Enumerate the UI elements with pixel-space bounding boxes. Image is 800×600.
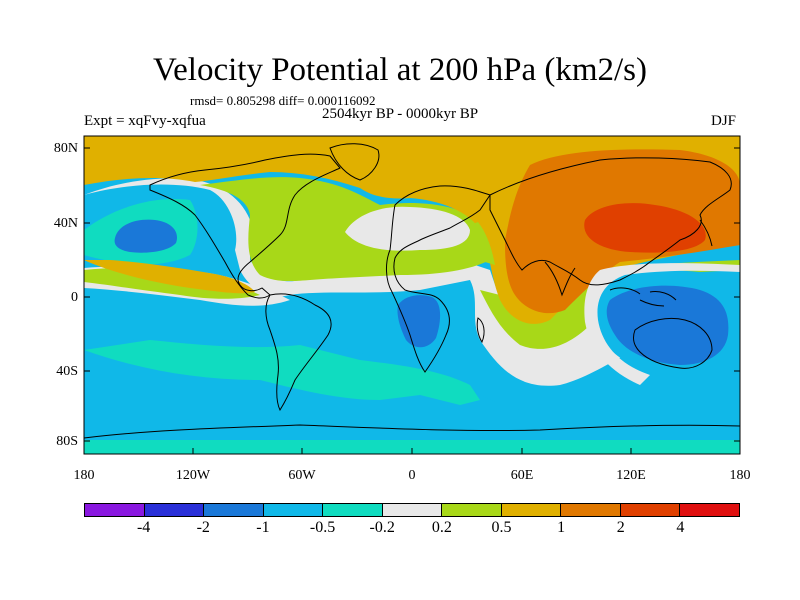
colorbar-label: -2	[196, 519, 210, 536]
coast-japan	[699, 219, 713, 247]
lon-label-60w: 60W	[288, 468, 316, 483]
coast-south-america	[265, 293, 332, 412]
colorbar-label: -0.2	[369, 519, 395, 536]
period-label: 2504kyr BP - 0000kyr BP	[322, 106, 479, 122]
colorbar-label: -1	[256, 519, 270, 536]
lat-label-80s: 80S	[56, 434, 78, 449]
ticks	[83, 147, 741, 454]
stats-line: rmsd= 0.805298 diff= 0.000116092	[190, 93, 376, 108]
colorbar-swatch	[204, 504, 264, 516]
colorbar-swatch	[144, 504, 205, 516]
lat-label-40n: 40N	[53, 216, 78, 231]
lat-label-80n: 80N	[53, 141, 78, 156]
colorbar-swatch	[323, 504, 383, 516]
colorbar-swatch	[561, 504, 621, 516]
field-neutral-mediterranean	[345, 206, 470, 251]
coast-asia	[489, 157, 732, 286]
field-positive-tropical-pacific	[84, 260, 255, 294]
lat-label-40s: 40S	[56, 364, 78, 379]
field-weak-positive-east-africa	[470, 222, 495, 265]
coast-north-america	[149, 153, 341, 299]
field-weak-negative-polar	[84, 440, 740, 454]
colorbar-swatch	[85, 504, 145, 516]
season-label: DJF	[711, 113, 737, 129]
colorbar-swatch	[263, 504, 324, 516]
colorbar-label: 0.2	[431, 519, 452, 536]
colorbar-label: 1	[557, 519, 566, 536]
colorbar-swatch	[382, 504, 443, 516]
field-min-pacific	[114, 219, 178, 253]
colorbar-label: 4	[676, 519, 685, 536]
lon-label-0: 0	[408, 468, 416, 483]
coastlines	[84, 143, 740, 439]
colorbar-swatch	[501, 504, 562, 516]
colorbar-label: 0.5	[491, 519, 512, 536]
field-weak-positive-atlantic	[200, 177, 492, 282]
lat-label-0: 0	[71, 290, 78, 305]
lon-label-180w: 180	[73, 468, 95, 483]
colorbar-swatch	[442, 504, 502, 516]
colorbar	[84, 503, 740, 517]
contour-fill	[84, 136, 740, 454]
field-neutral-ring	[584, 263, 740, 385]
lon-label-180e: 180	[729, 468, 751, 483]
field-weak-negative-south	[84, 340, 480, 405]
field-min-africa	[397, 295, 441, 348]
coast-australia	[632, 317, 713, 369]
colorbar-swatch	[680, 504, 740, 516]
coast-maritime	[609, 287, 677, 307]
plot-title: Velocity Potential at 200 hPa (km2/s)	[152, 52, 648, 88]
lon-label-120e: 120E	[616, 468, 646, 483]
colorbar-swatch	[620, 504, 681, 516]
lon-label-60e: 60E	[510, 468, 534, 483]
colorbar-label: 2	[616, 519, 625, 536]
field-min-australia-core	[606, 285, 729, 365]
lon-label-120w: 120W	[175, 468, 211, 483]
coast-india	[544, 261, 576, 297]
colorbar-label: -0.5	[309, 519, 336, 536]
coast-antarctica	[84, 424, 740, 439]
coast-madagascar	[476, 317, 485, 344]
colorbar-label: -4	[136, 519, 151, 536]
coast-greenland	[329, 143, 380, 181]
experiment-label: Expt = xqFvy-xqfua	[84, 113, 206, 129]
field-max-positive	[584, 203, 706, 253]
coast-europe-africa	[386, 185, 491, 373]
